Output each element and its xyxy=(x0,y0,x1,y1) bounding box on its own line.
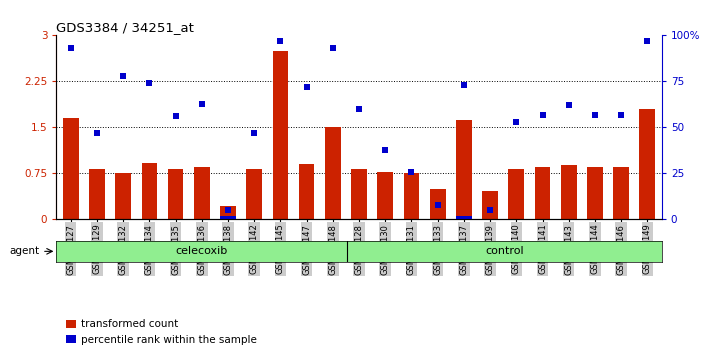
Bar xyxy=(220,216,236,219)
Bar xyxy=(115,173,131,219)
Bar xyxy=(194,167,210,219)
Bar xyxy=(298,164,315,219)
Bar xyxy=(561,165,577,219)
Bar xyxy=(63,118,79,219)
Text: control: control xyxy=(485,246,524,256)
Bar xyxy=(456,216,472,219)
Bar xyxy=(168,169,184,219)
Bar xyxy=(142,163,157,219)
Bar xyxy=(272,51,288,219)
Bar xyxy=(508,169,524,219)
Text: celecoxib: celecoxib xyxy=(176,246,228,256)
Bar xyxy=(587,167,603,219)
Bar xyxy=(482,191,498,219)
Bar xyxy=(347,241,662,262)
Bar xyxy=(89,169,105,219)
Bar xyxy=(220,206,236,219)
Bar xyxy=(534,167,551,219)
Bar xyxy=(351,169,367,219)
Text: agent: agent xyxy=(9,246,39,256)
Bar xyxy=(456,120,472,219)
Bar xyxy=(56,241,347,262)
Bar xyxy=(377,172,393,219)
Text: GDS3384 / 34251_at: GDS3384 / 34251_at xyxy=(56,21,194,34)
Bar xyxy=(325,127,341,219)
Bar xyxy=(639,109,655,219)
Bar xyxy=(403,173,420,219)
Bar xyxy=(246,169,262,219)
Legend: transformed count, percentile rank within the sample: transformed count, percentile rank withi… xyxy=(61,315,261,349)
Bar xyxy=(613,167,629,219)
Bar xyxy=(430,189,446,219)
